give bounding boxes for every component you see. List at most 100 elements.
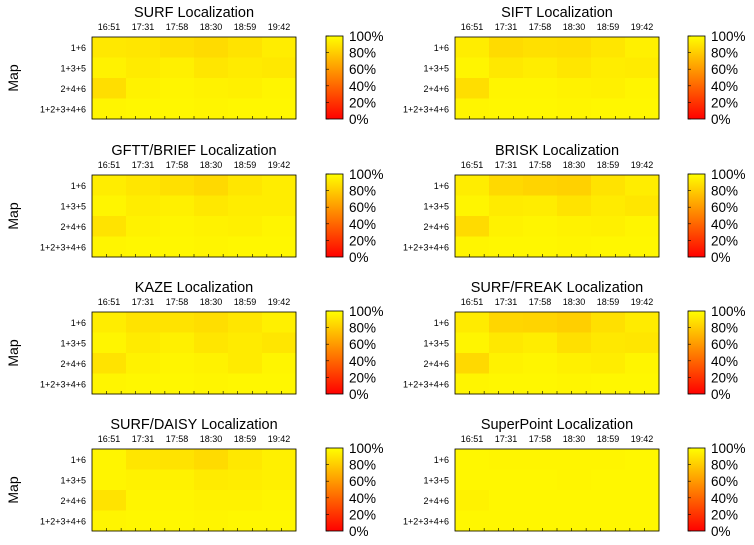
colorbar-tick-label: 60% bbox=[349, 337, 376, 352]
y-tick-label: 2+4+6 bbox=[60, 359, 86, 369]
y-tick-label: 2+4+6 bbox=[60, 84, 86, 94]
x-tick-label: 17:31 bbox=[132, 297, 155, 307]
heatmap-cell bbox=[160, 469, 195, 491]
colorbar-tick-label: 40% bbox=[349, 491, 376, 506]
y-tick-label: 1+3+5 bbox=[423, 63, 449, 73]
x-tick-label: 17:31 bbox=[495, 160, 518, 170]
heatmap-cell bbox=[455, 195, 490, 217]
heatmap-cell bbox=[523, 469, 558, 491]
heatmap-cell bbox=[262, 449, 297, 470]
heatmap-panel: SIFT Localization 16:51 17:31 17:58 18:30 18:… bbox=[403, 5, 746, 127]
colorbar-tick-label: 80% bbox=[711, 46, 738, 61]
heatmap-cell bbox=[92, 312, 127, 333]
heatmap-cell bbox=[591, 195, 626, 217]
colorbar-tick-label: 60% bbox=[349, 62, 376, 77]
heatmap-cell bbox=[160, 37, 195, 58]
heatmap-cell bbox=[625, 37, 660, 58]
heatmap-cell bbox=[523, 312, 558, 333]
colorbar-tick-label: 20% bbox=[711, 507, 738, 522]
heatmap-cell bbox=[625, 195, 660, 217]
heatmap-cell bbox=[262, 312, 297, 333]
x-tick-label: 17:58 bbox=[166, 160, 189, 170]
colorbar-tick-label: 80% bbox=[711, 184, 738, 199]
x-tick-label: 18:59 bbox=[597, 434, 620, 444]
y-tick-label: 1+2+3+4+6 bbox=[40, 379, 86, 389]
heatmap-cell bbox=[489, 312, 524, 333]
heatmap-cell bbox=[194, 449, 229, 470]
colorbar-tick-label: 20% bbox=[711, 233, 738, 248]
x-tick-label: 17:58 bbox=[166, 434, 189, 444]
colorbar bbox=[687, 35, 706, 120]
heatmap-cell bbox=[455, 469, 490, 491]
heatmap-cell bbox=[160, 216, 195, 237]
x-tick-label: 16:51 bbox=[98, 160, 121, 170]
heatmap-cell bbox=[557, 37, 592, 58]
heatmap-cell bbox=[455, 510, 490, 532]
heatmap-cell bbox=[160, 175, 195, 196]
colorbar-tick-label: 20% bbox=[349, 370, 376, 385]
heatmap-cell bbox=[228, 490, 263, 511]
y-tick-label: 1+3+5 bbox=[60, 475, 86, 485]
colorbar-tick-label: 0% bbox=[711, 387, 731, 402]
x-tick-label: 18:59 bbox=[597, 22, 620, 32]
heatmap-cell bbox=[455, 57, 490, 79]
heatmap-cell bbox=[126, 332, 161, 354]
y-tick-label: 1+2+3+4+6 bbox=[403, 242, 449, 252]
heatmap-cell bbox=[489, 449, 524, 470]
heatmap-cell bbox=[625, 98, 660, 120]
heatmap-cell bbox=[523, 57, 558, 79]
heatmap-cell bbox=[160, 490, 195, 511]
colorbar-tick-label: 40% bbox=[349, 217, 376, 232]
heatmap-cell bbox=[228, 373, 263, 395]
heatmap-cell bbox=[92, 332, 127, 354]
heatmap-cell bbox=[489, 490, 524, 511]
heatmap-cell bbox=[591, 98, 626, 120]
heatmap-cell bbox=[591, 236, 626, 258]
x-tick-label: 17:58 bbox=[166, 297, 189, 307]
heatmap-cell bbox=[557, 195, 592, 217]
heatmap-cell bbox=[228, 449, 263, 470]
colorbar-tick-label: 20% bbox=[711, 370, 738, 385]
x-tick-label: 18:30 bbox=[200, 160, 223, 170]
heatmap-cell bbox=[455, 236, 490, 258]
heatmap-cell bbox=[625, 490, 660, 511]
heatmap-cell bbox=[126, 312, 161, 333]
heatmap-cell bbox=[489, 37, 524, 58]
heatmap-cell bbox=[262, 490, 297, 511]
colorbar-tick-label: 40% bbox=[349, 79, 376, 94]
x-tick-label: 17:58 bbox=[529, 160, 552, 170]
heatmap-cell bbox=[126, 236, 161, 258]
heatmap-cell bbox=[92, 78, 127, 99]
heatmap-cell bbox=[523, 195, 558, 217]
heatmap-cell bbox=[160, 332, 195, 354]
heatmap-cell bbox=[591, 332, 626, 354]
colorbar-tick-label: 60% bbox=[711, 62, 738, 77]
colorbar-tick-label: 60% bbox=[711, 337, 738, 352]
heatmap-cell bbox=[455, 332, 490, 354]
heatmap-cell bbox=[523, 332, 558, 354]
x-tick-label: 17:58 bbox=[529, 22, 552, 32]
colorbar bbox=[687, 310, 706, 395]
heatmap-cell bbox=[557, 449, 592, 470]
heatmap-cell bbox=[591, 510, 626, 532]
heatmap-cell bbox=[228, 353, 263, 374]
heatmap-cell bbox=[228, 37, 263, 58]
heatmap-cell bbox=[160, 449, 195, 470]
heatmap-cell bbox=[625, 57, 660, 79]
heatmap-cell bbox=[455, 37, 490, 58]
heatmap-cell bbox=[489, 195, 524, 217]
heatmap-cell bbox=[591, 312, 626, 333]
y-tick-label: 2+4+6 bbox=[423, 496, 449, 506]
y-tick-label: 2+4+6 bbox=[423, 359, 449, 369]
x-tick-label: 16:51 bbox=[461, 297, 484, 307]
heatmap-cell bbox=[262, 332, 297, 354]
heatmap-cell bbox=[455, 490, 490, 511]
heatmap-cell bbox=[92, 373, 127, 395]
heatmap-cell bbox=[557, 332, 592, 354]
heatmap-cell bbox=[523, 216, 558, 237]
colorbar-tick-label: 60% bbox=[711, 200, 738, 215]
heatmap-cell bbox=[160, 373, 195, 395]
heatmap-cell bbox=[523, 37, 558, 58]
heatmap-cell bbox=[194, 373, 229, 395]
heatmap-cell bbox=[262, 98, 297, 120]
